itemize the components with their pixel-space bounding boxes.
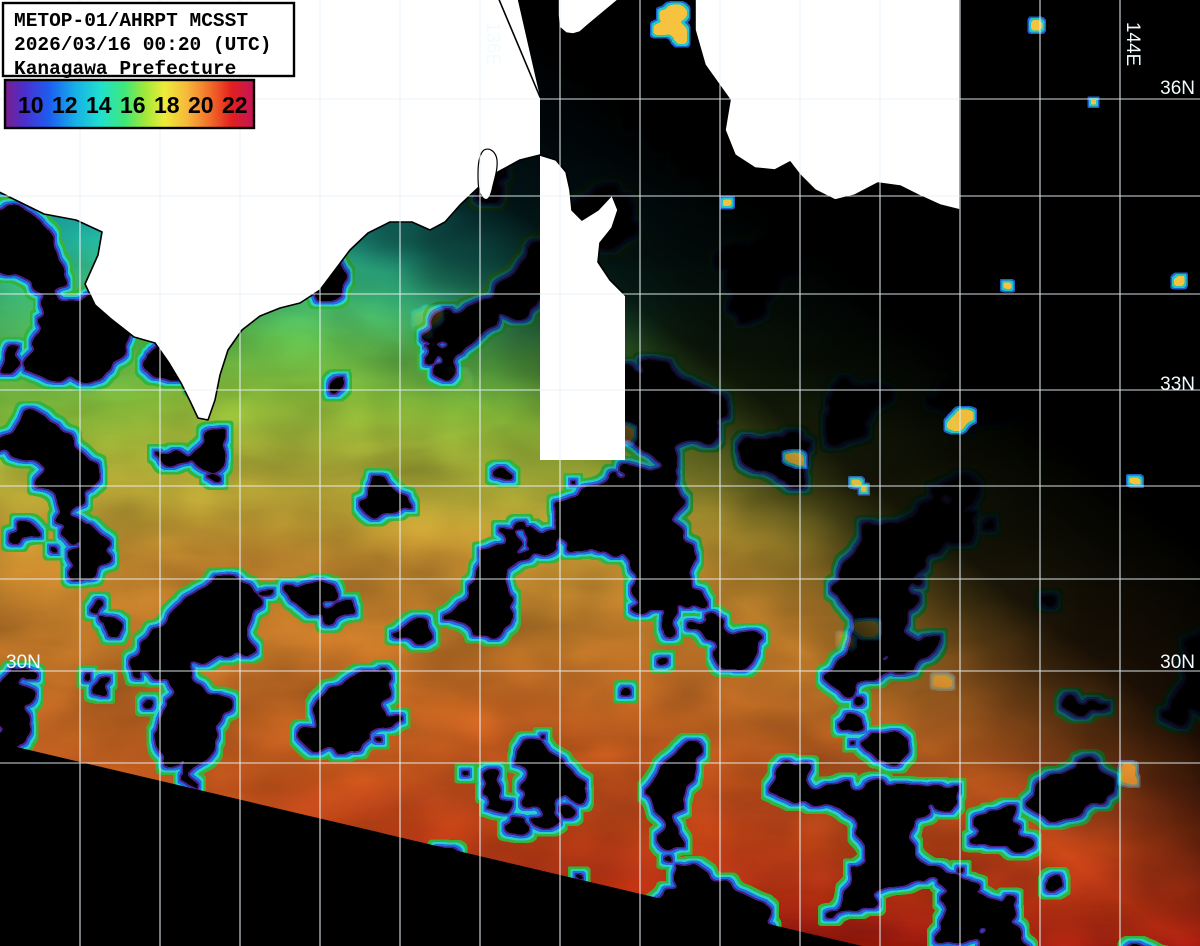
svg-text:33N: 33N [1160, 374, 1195, 395]
svg-text:22: 22 [222, 92, 248, 118]
svg-text:12: 12 [52, 92, 78, 118]
svg-text:METOP-01/AHRPT MCSST: METOP-01/AHRPT MCSST [14, 10, 248, 32]
svg-text:2026/03/16 00:20 (UTC): 2026/03/16 00:20 (UTC) [14, 34, 271, 56]
svg-text:16: 16 [120, 92, 146, 118]
svg-text:136E: 136E [482, 22, 503, 66]
svg-text:144E: 144E [1122, 22, 1143, 66]
svg-text:20: 20 [188, 92, 214, 118]
svg-text:Kanagawa Prefecture: Kanagawa Prefecture [14, 58, 236, 80]
svg-text:30N: 30N [1160, 652, 1195, 673]
svg-text:36N: 36N [1160, 78, 1195, 99]
svg-text:10: 10 [18, 92, 44, 118]
svg-text:18: 18 [154, 92, 180, 118]
svg-text:30N: 30N [6, 652, 41, 673]
svg-text:14: 14 [86, 92, 112, 118]
